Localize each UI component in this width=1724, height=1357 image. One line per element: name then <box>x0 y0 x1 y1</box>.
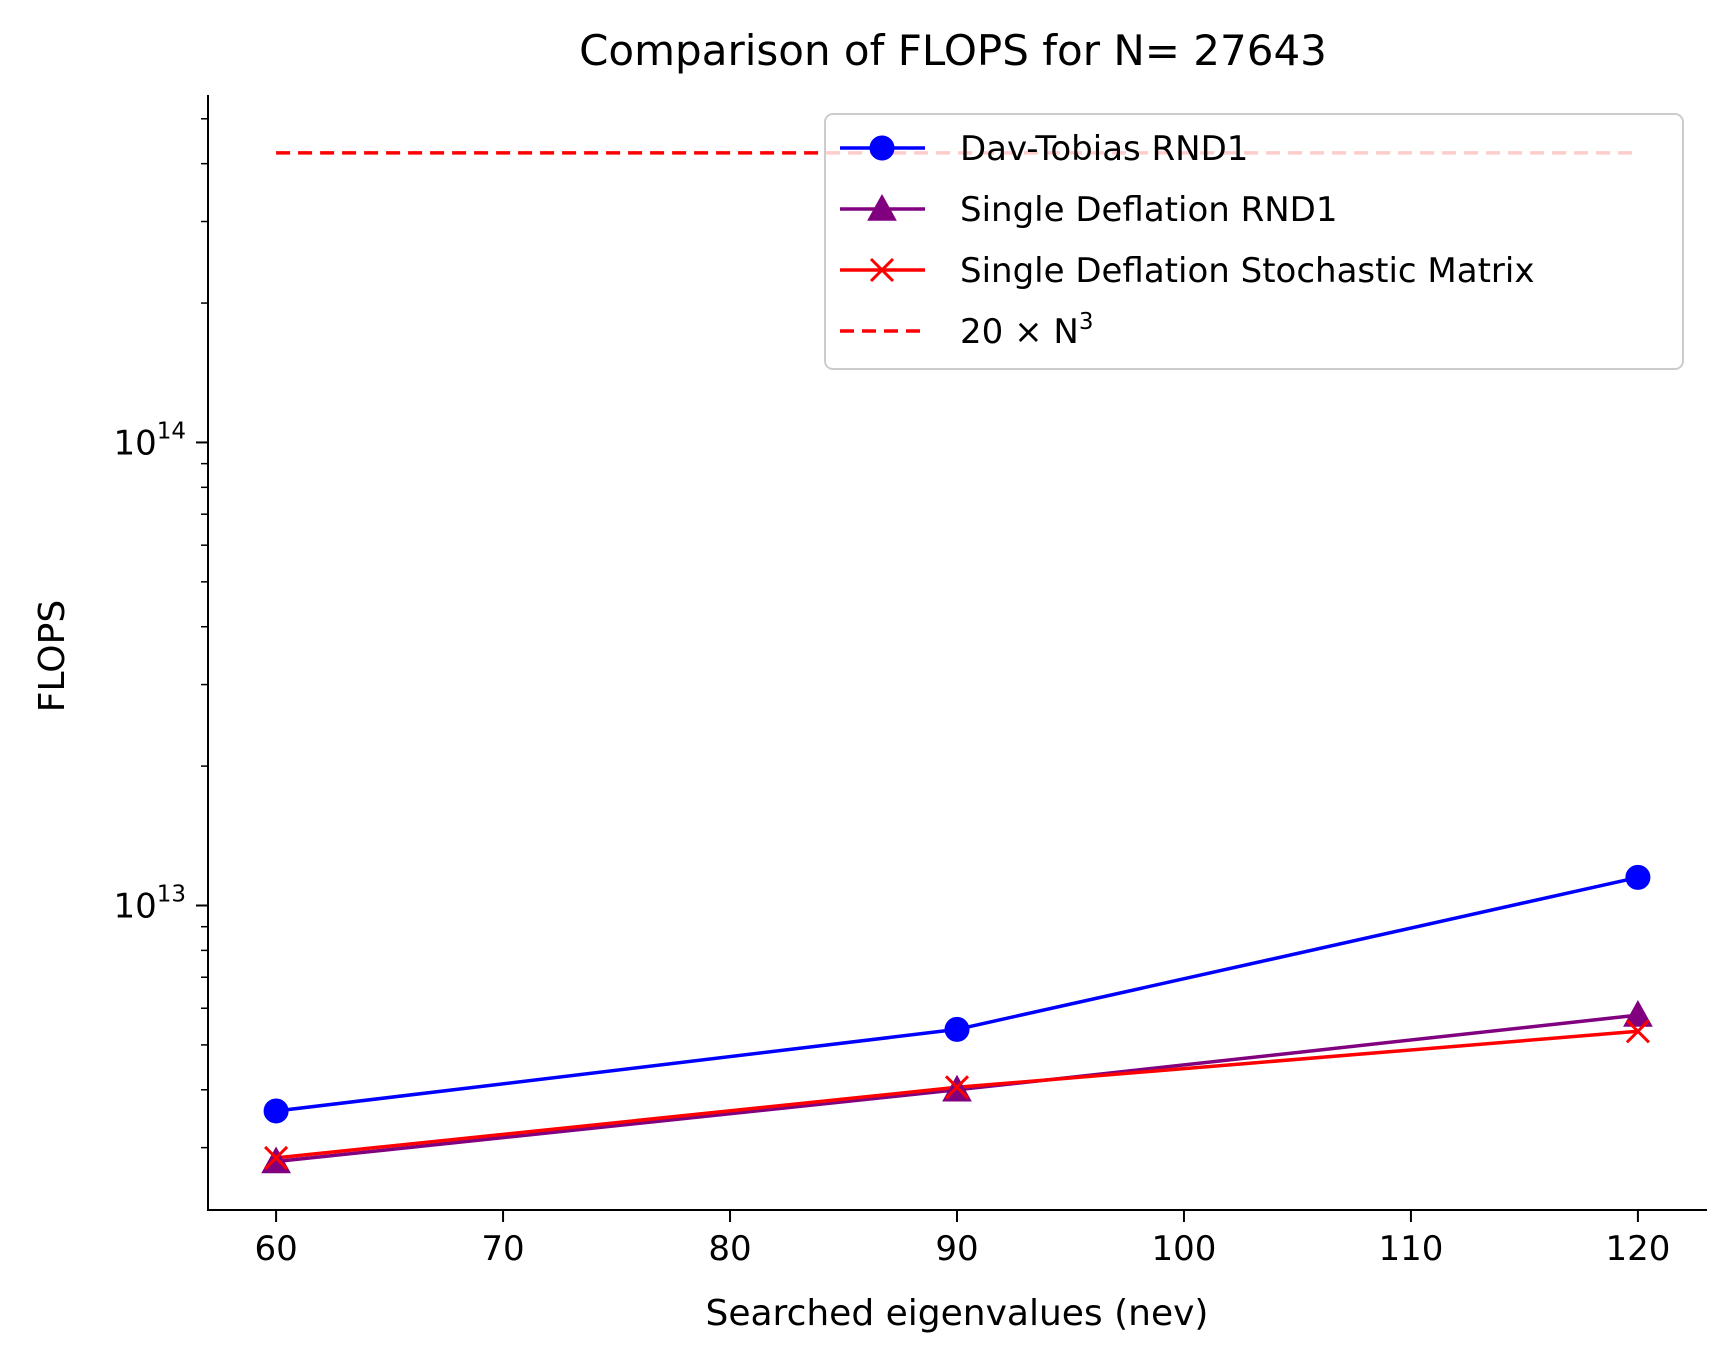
data-point-single-deflation-rnd1 <box>1623 1000 1653 1027</box>
plot-markers <box>261 864 1653 1174</box>
x-tick-label: 110 <box>1378 1229 1443 1269</box>
legend-label-single-deflation-stochastic-matrix: Single Deflation Stochastic Matrix <box>960 251 1534 291</box>
x-tick-label: 70 <box>481 1229 524 1269</box>
x-tick-label: 60 <box>254 1229 297 1269</box>
legend-label-single-deflation-rnd1: Single Deflation RND1 <box>960 190 1338 230</box>
legend-box <box>824 113 1684 370</box>
x-tick-label: 120 <box>1605 1229 1670 1269</box>
x-tick-label: 100 <box>1152 1229 1217 1269</box>
y-ticks: 1013 1014 <box>113 118 208 1149</box>
data-point-single-deflation-stochastic-matrix <box>1625 1019 1650 1044</box>
x-ticks: 60 70 80 90 100 110 120 <box>254 1210 1670 1269</box>
data-point-single-deflation-stochastic-matrix <box>944 1075 970 1100</box>
legend: Dav-Tobias RND1 Single Deflation RND1 Sing… <box>824 113 1684 370</box>
y-tick-label: 1014 <box>113 418 186 463</box>
legend-label-20-n: 20 × N3 <box>960 309 1093 352</box>
legend-marker-single-deflation-rnd1 <box>867 193 897 221</box>
legend-label-dav-tobias-rnd1: Dav-Tobias RND1 <box>960 129 1248 169</box>
y-axis-label: FLOPS <box>32 600 73 712</box>
y-tick-label: 1013 <box>113 882 186 927</box>
legend-marker-single-deflation-stochastic-matrix <box>869 257 895 283</box>
chart-title: Comparison of FLOPS for N= 27643 <box>579 26 1327 75</box>
data-point-dav-tobias-rnd1 <box>263 1098 289 1124</box>
x-axis-label: Searched eigenvalues (nev) <box>706 1293 1209 1334</box>
data-point-dav-tobias-rnd1 <box>944 1016 970 1042</box>
x-tick-label: 90 <box>935 1229 978 1269</box>
data-point-single-deflation-stochastic-matrix <box>264 1145 289 1171</box>
data-point-dav-tobias-rnd1 <box>1625 864 1651 890</box>
x-tick-label: 80 <box>708 1229 751 1269</box>
legend-marker-dav-tobias-rnd1 <box>869 135 895 161</box>
